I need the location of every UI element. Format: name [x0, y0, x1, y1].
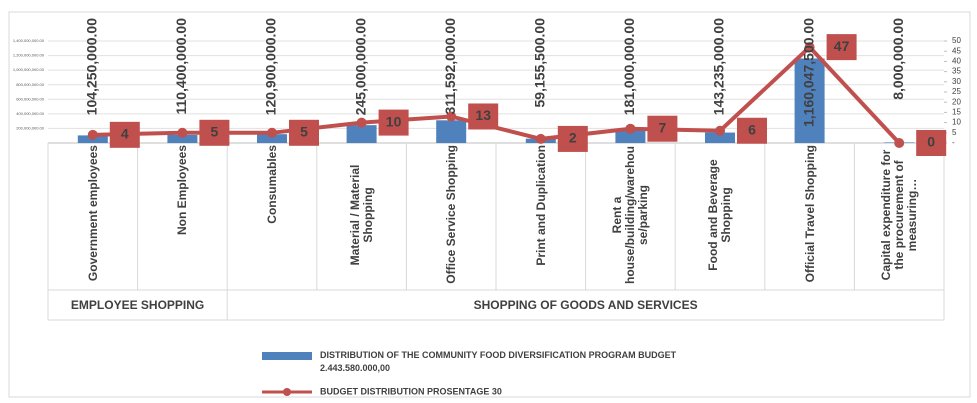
y-tick-label: 400,000,000.00 [16, 111, 45, 116]
y2-tick-label: 40 [952, 57, 961, 66]
bar-value-label: 1,160,047,500.00 [800, 18, 816, 127]
y2-tick-label: 30 [952, 77, 961, 86]
line-marker [894, 138, 905, 148]
group-label: EMPLOYEE SHOPPING [71, 298, 204, 312]
line-marker [267, 127, 277, 138]
y2-tick-label: 25 [952, 87, 961, 96]
bar [436, 120, 467, 143]
y2-tick-label: 10 [952, 118, 961, 127]
data-label: 4 [121, 126, 129, 142]
y-tick-label: 800,000,000.00 [16, 82, 45, 87]
data-label-box [468, 103, 499, 130]
y2-tick-label: 50 [952, 36, 961, 45]
x-tick-label: Consumables [264, 145, 279, 224]
line-marker [356, 117, 367, 128]
y2-tick-label: 15 [952, 108, 961, 117]
x-tick-label: Material / Material Shopping [347, 164, 375, 266]
x-tick-label: Capital expenditure for the procurement … [878, 149, 919, 281]
legend-label: DISTRIBUTION OF THE COMMUNITY FOOD DIVER… [320, 350, 677, 373]
x-tick-label: Print and Duplication [533, 145, 548, 266]
y-tick-label: 200,000,000.00 [16, 125, 45, 130]
bar-value-label: 181,000,000.00 [621, 18, 637, 116]
data-label: 6 [748, 121, 756, 137]
data-label: 0 [927, 134, 935, 150]
x-tick-label: Rent a house/building/warehouse/parking [609, 146, 650, 284]
line-marker [715, 125, 725, 136]
y2-tick-label: 20 [952, 97, 961, 106]
bar [257, 134, 287, 143]
y2-tick-label: - [952, 138, 955, 147]
x-tick-label: Office Service Shopping [443, 145, 458, 284]
x-tick-label: Food and Beverage Shopping [706, 159, 733, 271]
line-marker [177, 127, 188, 138]
y-tick-label: 1,000,000,000.00 [13, 67, 45, 72]
group-label: SHOPPING OF GOODS AND SERVICES [474, 298, 698, 312]
bar-value-label: 311,592,000.00 [442, 18, 458, 115]
chart-border [8, 11, 971, 398]
data-label: 10 [386, 113, 402, 129]
bar-value-label: 8,000,000.00 [890, 18, 906, 100]
data-label-box [647, 115, 678, 142]
data-label-box [737, 117, 767, 144]
y-tick-label: 1,400,000,000.00 [13, 38, 45, 43]
data-label: 13 [475, 107, 491, 123]
data-label-box [557, 125, 588, 152]
legend-swatch-marker [283, 388, 291, 396]
x-tick-label: Government employees [85, 145, 100, 282]
bar [167, 134, 198, 143]
bar [615, 129, 646, 143]
line-marker [625, 123, 636, 134]
y2-tick-label: 35 [952, 67, 961, 76]
y2-tick-label: 45 [952, 46, 961, 55]
data-label-box [109, 121, 140, 148]
x-tick-label: Official Travel Shopping [802, 145, 817, 283]
line-marker [446, 111, 457, 122]
y2-tick-label: 5 [952, 128, 957, 137]
data-label: 2 [569, 130, 577, 146]
data-label: 5 [211, 124, 219, 140]
data-label-box [826, 34, 857, 61]
line-marker [804, 42, 815, 53]
line-marker [87, 129, 98, 140]
bar [346, 125, 377, 143]
y-tick-label: 1,200,000,000.00 [13, 53, 45, 58]
bar-value-label: 59,155,500.00 [532, 18, 548, 108]
bar-value-label: 245,000,000.00 [352, 18, 368, 116]
bar [794, 58, 825, 143]
data-label-box [378, 109, 409, 136]
legend-label: BUDGET DISTRIBUTION PROSENTAGE 30 [320, 386, 502, 396]
y-tick-label: 600,000,000.00 [16, 96, 45, 101]
x-tick-label: Non Employees [174, 145, 189, 236]
bar-value-label: 143,235,000.00 [711, 18, 727, 116]
legend-swatch [262, 352, 312, 360]
bar [705, 132, 735, 143]
data-label: 7 [659, 119, 667, 135]
bar-value-label: 120,900,000.00 [263, 18, 279, 116]
data-label-box [199, 119, 230, 146]
line-marker [535, 133, 546, 144]
data-label-box [916, 130, 947, 156]
bar-value-label: 104,250,000.00 [84, 18, 100, 116]
bar-value-label: 110,400,000.00 [173, 18, 189, 115]
data-label-box [289, 119, 319, 146]
data-label: 5 [300, 124, 308, 140]
data-label: 47 [834, 38, 850, 54]
